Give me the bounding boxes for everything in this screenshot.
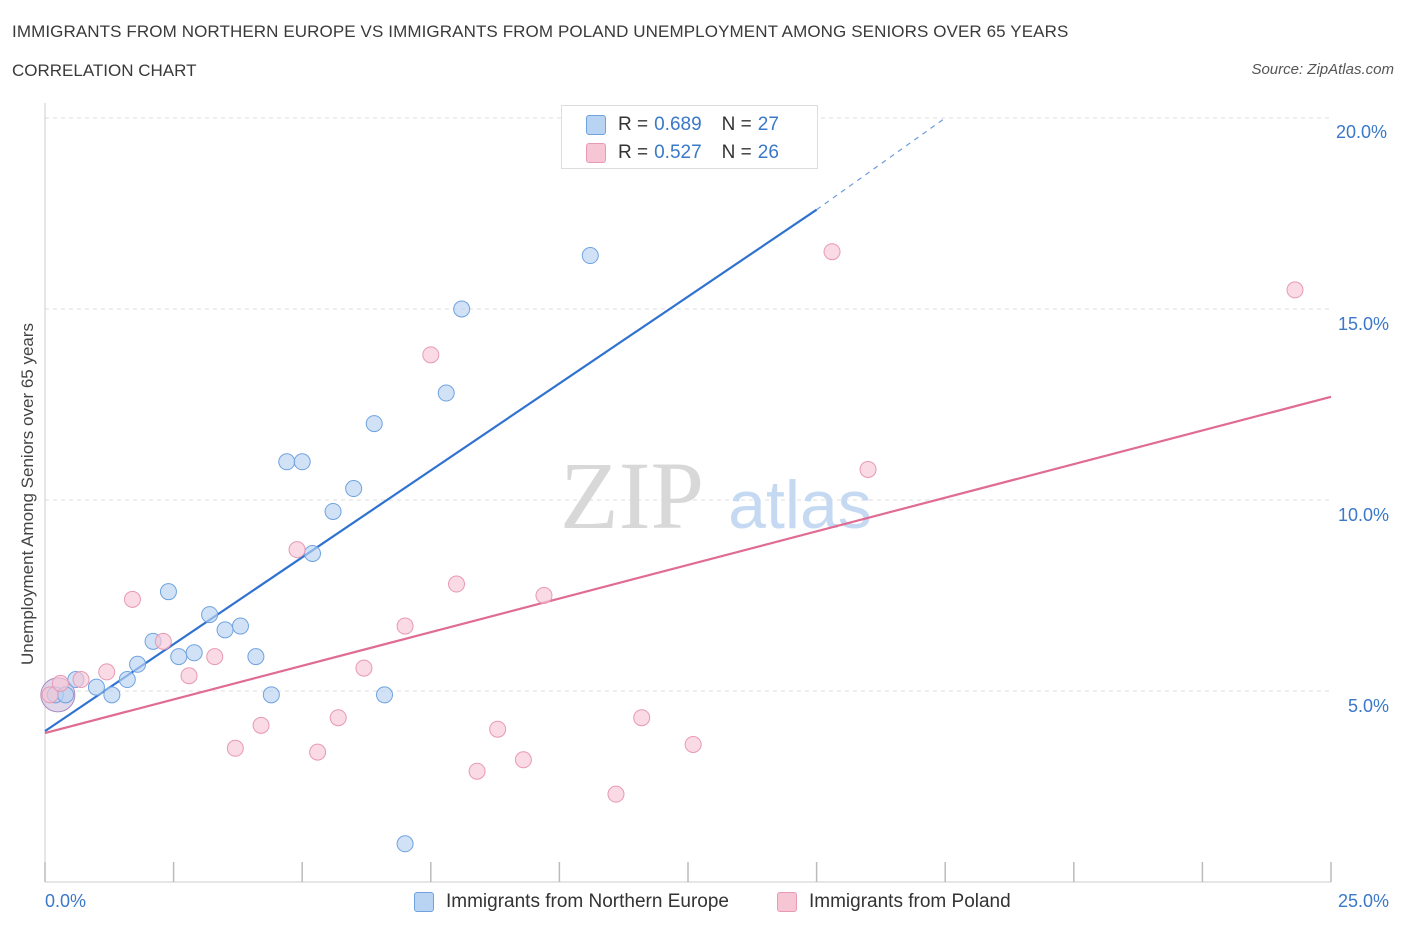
legend-row-poland: R = 0.527 N = 26 bbox=[586, 141, 779, 165]
data-point bbox=[98, 663, 116, 681]
data-point bbox=[535, 587, 553, 604]
legend-series-label: Immigrants from Northern Europe bbox=[446, 891, 729, 912]
data-point bbox=[309, 743, 327, 761]
legend-swatch-pink bbox=[586, 143, 606, 163]
data-point bbox=[468, 762, 486, 780]
chart-subtitle: CORRELATION CHART bbox=[12, 61, 197, 80]
axes bbox=[44, 103, 1332, 883]
data-point bbox=[396, 835, 414, 853]
legend-n-value: 27 bbox=[757, 114, 779, 135]
data-point bbox=[823, 243, 841, 261]
data-point bbox=[633, 709, 651, 727]
data-point bbox=[514, 751, 532, 769]
watermark-zip: ZIP bbox=[560, 442, 704, 549]
correlation-legend: R = 0.689 N = 27 R = 0.527 N = 26 bbox=[561, 105, 818, 169]
data-point bbox=[118, 671, 136, 689]
legend-r-value: 0.689 bbox=[654, 114, 702, 135]
legend-row-northern-europe: R = 0.689 N = 27 bbox=[586, 113, 779, 137]
data-point bbox=[448, 575, 466, 593]
legend-n-label: N = bbox=[721, 142, 752, 163]
data-point bbox=[216, 621, 234, 639]
data-point bbox=[396, 617, 414, 635]
y-tick-label: 10.0% bbox=[1338, 505, 1390, 525]
data-point bbox=[41, 686, 59, 704]
data-point bbox=[123, 590, 141, 608]
bottom-legend-northern-europe: Immigrants from Northern Europe bbox=[414, 890, 729, 914]
data-point bbox=[288, 541, 306, 559]
y-tick-label: 20.0% bbox=[1336, 122, 1388, 142]
data-point bbox=[684, 735, 702, 753]
data-point bbox=[201, 606, 219, 624]
legend-n-label: N = bbox=[721, 114, 752, 135]
data-point bbox=[72, 671, 90, 689]
data-point bbox=[293, 453, 311, 471]
data-point bbox=[422, 346, 440, 364]
legend-swatch-blue bbox=[414, 892, 434, 912]
trend-line bbox=[44, 395, 1332, 735]
data-point bbox=[859, 460, 877, 478]
data-point bbox=[180, 667, 198, 685]
data-point bbox=[303, 544, 321, 562]
data-point bbox=[206, 648, 224, 666]
data-point bbox=[231, 617, 249, 635]
data-point bbox=[581, 247, 599, 265]
legend-swatch-pink bbox=[777, 892, 797, 912]
legend-r-label: R = bbox=[618, 142, 649, 163]
data-point bbox=[159, 583, 177, 601]
source-label: Source: ZipAtlas.com bbox=[1251, 61, 1394, 78]
data-point bbox=[170, 648, 188, 666]
grid-lines bbox=[45, 117, 1331, 692]
data-point bbox=[51, 674, 69, 692]
data-point bbox=[226, 739, 244, 757]
data-point bbox=[185, 644, 203, 662]
data-point bbox=[247, 648, 265, 666]
data-point bbox=[345, 480, 363, 498]
legend-r-label: R = bbox=[618, 114, 649, 135]
data-point bbox=[489, 720, 507, 738]
data-point bbox=[437, 384, 455, 402]
data-point bbox=[1286, 281, 1304, 299]
watermark: ZIP atlas bbox=[560, 442, 872, 549]
chart-title: IMMIGRANTS FROM NORTHERN EUROPE VS IMMIG… bbox=[12, 22, 1069, 41]
data-point bbox=[355, 659, 373, 677]
data-point bbox=[365, 415, 383, 433]
y-tick-label: 5.0% bbox=[1348, 696, 1390, 716]
data-point bbox=[278, 453, 296, 471]
data-point bbox=[103, 686, 121, 704]
y-tick-label: 15.0% bbox=[1338, 314, 1390, 334]
data-point bbox=[262, 686, 280, 704]
data-point bbox=[453, 300, 471, 318]
trend-lines bbox=[44, 117, 1332, 735]
y-axis-label: Unemployment Among Seniors over 65 years bbox=[18, 322, 37, 666]
data-point bbox=[87, 678, 105, 696]
data-point bbox=[252, 716, 270, 734]
legend-n-value: 26 bbox=[757, 142, 779, 163]
trend-line bbox=[44, 208, 818, 733]
data-point bbox=[154, 632, 172, 650]
bottom-legend-poland: Immigrants from Poland bbox=[777, 890, 1011, 914]
x-tick-label-min: 0.0% bbox=[45, 891, 87, 911]
data-point bbox=[376, 686, 394, 704]
legend-r-value: 0.527 bbox=[654, 142, 702, 163]
x-tick-label-max: 25.0% bbox=[1338, 891, 1390, 911]
legend-series-label: Immigrants from Poland bbox=[809, 891, 1011, 912]
trend-line-extension bbox=[816, 117, 946, 211]
data-points bbox=[40, 243, 1304, 853]
data-point bbox=[129, 655, 147, 673]
data-point bbox=[324, 502, 342, 520]
legend-swatch-blue bbox=[586, 115, 606, 135]
watermark-atlas: atlas bbox=[728, 467, 872, 543]
data-point bbox=[607, 785, 625, 803]
data-point bbox=[329, 709, 347, 727]
